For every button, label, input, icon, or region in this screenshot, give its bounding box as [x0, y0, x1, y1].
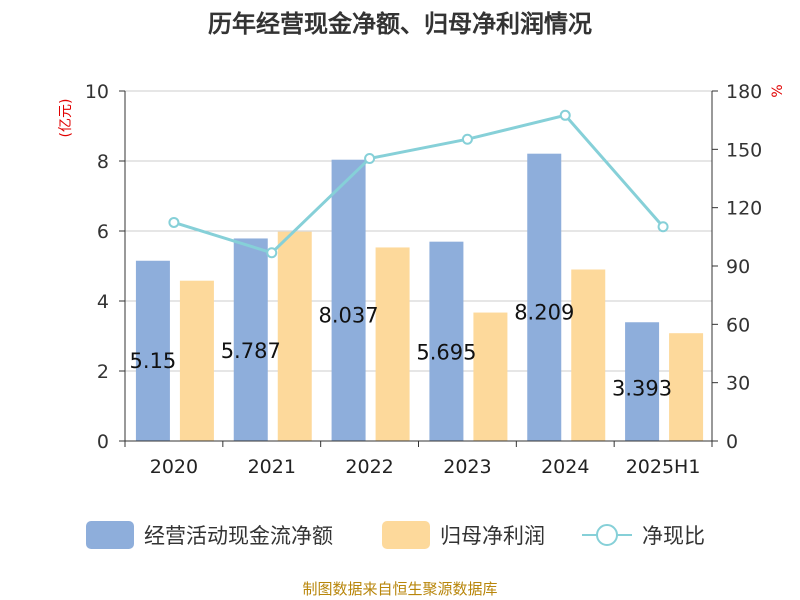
- bar-cash-flow: [429, 241, 464, 441]
- left-tick-label: 6: [97, 221, 109, 243]
- left-tick-label: 4: [97, 291, 109, 313]
- x-tick-label: 2022: [345, 456, 393, 478]
- right-axis-unit: %: [770, 84, 786, 97]
- ratio-point: [559, 109, 571, 121]
- right-tick-label: 150: [726, 139, 762, 161]
- left-axis-unit: (亿元): [58, 99, 74, 138]
- ratio-point: [657, 221, 669, 233]
- right-tick-label: 30: [726, 373, 750, 395]
- ratio-line: [168, 109, 669, 259]
- ratio-point: [266, 247, 278, 259]
- bar-net-profit: [473, 312, 508, 441]
- right-tick-label: 0: [726, 431, 738, 453]
- right-tick-label: 60: [726, 314, 750, 336]
- bar-value-label: 5.787: [221, 339, 281, 363]
- bar-value-label: 8.209: [514, 301, 574, 325]
- left-tick-label: 0: [97, 431, 109, 453]
- legend[interactable]: 经营活动现金流净额 归母净利润 净现比: [86, 521, 705, 549]
- legend-label-ratio: 净现比: [642, 524, 705, 548]
- x-tick-label: 2025H1: [626, 456, 701, 478]
- bar-cash-flow: [135, 260, 170, 441]
- ratio-line-path: [173, 113, 665, 255]
- legend-swatch-cash-flow: [86, 521, 134, 549]
- bar-value-label: 5.15: [130, 349, 177, 373]
- bar-net-profit: [179, 280, 214, 441]
- bar-value-label: 8.037: [319, 303, 379, 327]
- bar-value-label: 3.393: [612, 377, 672, 401]
- right-tick-label: 90: [726, 256, 750, 278]
- left-tick-label: 10: [85, 81, 109, 103]
- source-note: 制图数据来自恒生聚源数据库: [302, 580, 498, 598]
- x-tick-label: 2023: [443, 456, 491, 478]
- ratio-point: [364, 152, 376, 164]
- bar-cash-flow: [625, 322, 660, 441]
- bar-value-label: 5.695: [416, 340, 476, 364]
- bar-cash-flow: [331, 159, 366, 441]
- left-tick-label: 2: [97, 361, 109, 383]
- bar-cash-flow: [233, 238, 268, 441]
- gridlines: [125, 90, 712, 372]
- legend-marker-ratio: [596, 524, 618, 546]
- bar-net-profit: [277, 231, 312, 441]
- bar-net-profit: [571, 269, 606, 441]
- x-tick-label: 2024: [541, 456, 589, 478]
- bar-net-profit: [669, 333, 704, 441]
- x-tick-label: 2020: [150, 456, 198, 478]
- chart-title: 历年经营现金净额、归母净利润情况: [208, 10, 592, 38]
- bar-labels: 5.15 5.787 8.037 5.695 8.209 3.393: [130, 301, 673, 401]
- x-tick-label: 2021: [248, 456, 296, 478]
- legend-label-cash-flow: 经营活动现金流净额: [144, 524, 333, 548]
- bars: [135, 153, 704, 441]
- right-tick-label: 120: [726, 198, 762, 220]
- right-tick-label: 180: [726, 81, 762, 103]
- bar-net-profit: [375, 247, 410, 441]
- legend-swatch-net-profit: [382, 521, 430, 549]
- ratio-point: [168, 216, 180, 228]
- axes: 0 2 4 6 8 10 0 30 60 90 120 150 180 2020 2021 2022 2023 2…: [58, 81, 786, 478]
- bar-cash-flow: [527, 153, 562, 441]
- ratio-point: [461, 133, 473, 145]
- left-tick-label: 8: [97, 151, 109, 173]
- legend-label-net-profit: 归母净利润: [440, 524, 545, 548]
